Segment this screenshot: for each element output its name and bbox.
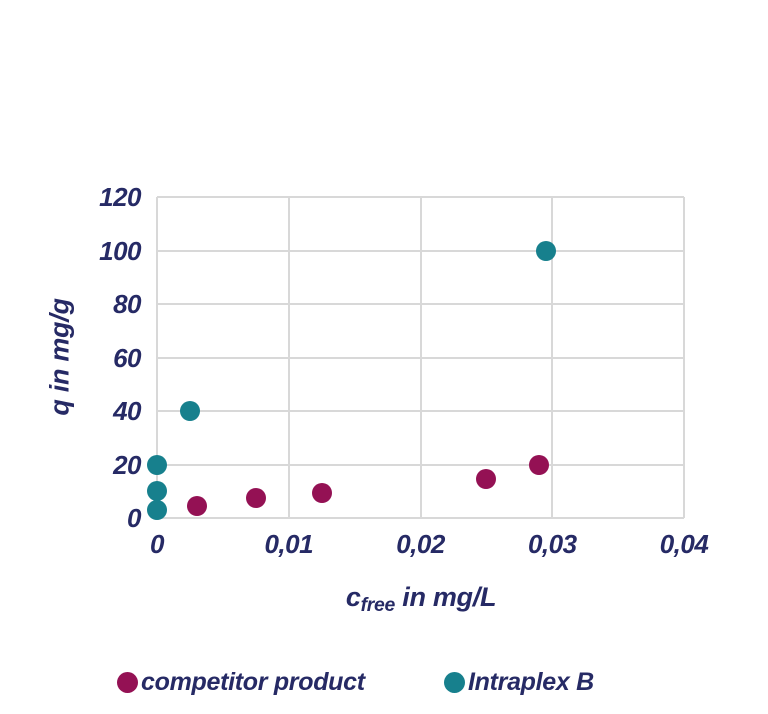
x-tick-label: 0,01 [264,529,314,559]
x-axis-subscript: free [360,594,396,616]
x-tick-label: 0,02 [396,529,445,559]
y-tick-label: 60 [113,342,141,373]
data-point-competitor-product [245,487,266,508]
x-axis-title: cfree in mg/L [345,582,497,616]
x-axis-unit: in mg/L [395,582,497,612]
gridline-vertical [419,197,422,518]
data-point-intraplex-b [147,481,167,502]
data-point-competitor-product [186,495,207,516]
gridline-vertical [683,197,685,518]
x-axis-symbol: c [345,582,361,612]
legend-marker-competitor-product-icon [117,671,138,693]
plot-area [147,196,685,520]
y-tick-label: 0 [127,503,141,533]
legend-item-competitor-product: competitor product [117,664,365,700]
legend-marker-intraplex-b-icon [444,671,465,693]
legend-label-intraplex-b: Intraplex B [468,668,594,696]
data-point-competitor-product [476,469,497,490]
gridline-vertical [551,197,554,518]
gridline-horizontal [157,517,684,519]
x-tick-label: 0 [150,529,164,559]
data-point-intraplex-b [179,401,200,421]
legend-label-competitor-product: competitor product [141,668,365,696]
data-point-intraplex-b [535,240,556,261]
y-tick-label: 20 [113,449,141,480]
gridline-vertical [156,197,158,518]
data-point-intraplex-b [147,499,167,520]
data-point-competitor-product [311,482,332,503]
gridline-vertical [287,197,290,518]
y-tick-label: 120 [99,182,141,212]
data-point-intraplex-b [147,454,167,475]
y-tick-label: 100 [99,235,141,266]
y-tick-label: 40 [113,396,141,426]
legend-item-intraplex-b: Intraplex B [444,664,594,700]
x-tick-label: 0,04 [659,529,709,559]
legend: competitor product Intraplex B [0,664,768,700]
data-point-competitor-product [529,454,550,475]
x-tick-label: 0,03 [527,529,577,559]
y-tick-label: 80 [113,289,141,319]
